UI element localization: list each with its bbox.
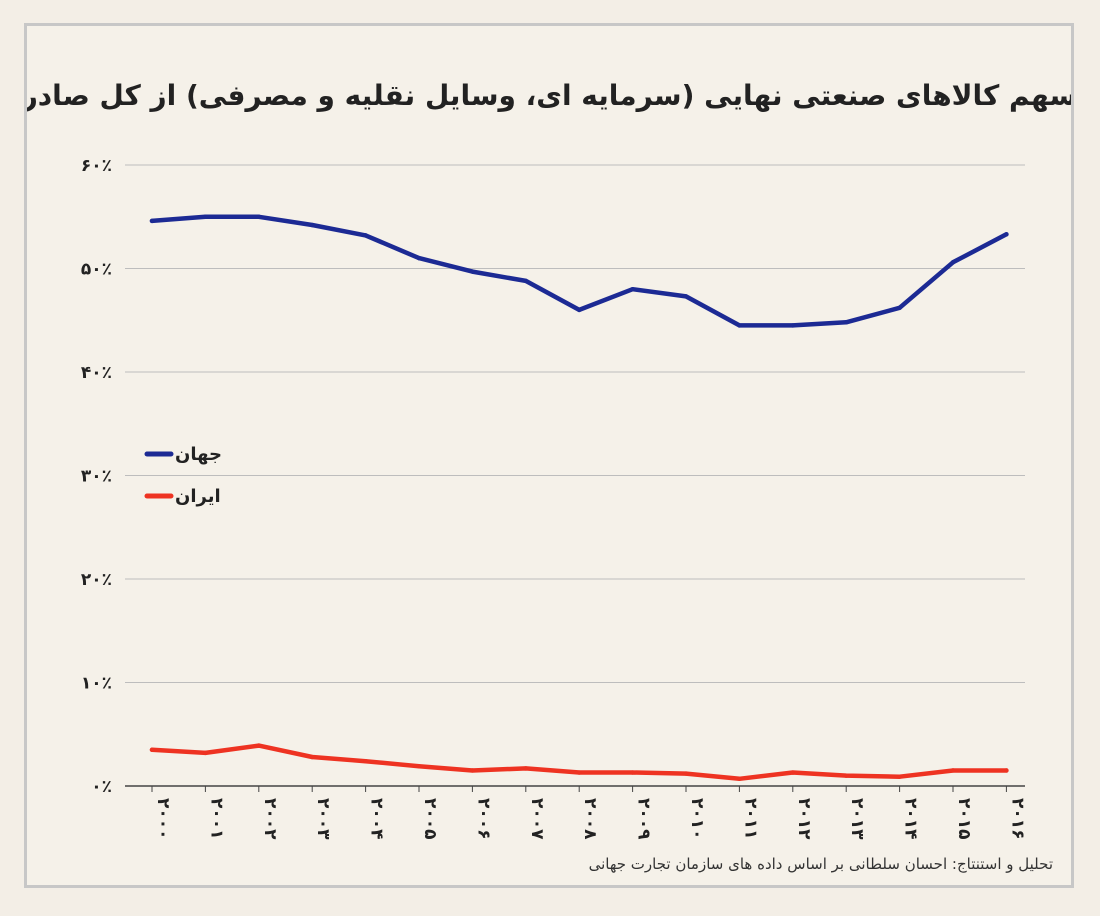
data-point	[149, 747, 155, 752]
x-tick-label: ۲۰۱۶	[1007, 798, 1027, 840]
data-point	[203, 750, 208, 756]
legend-label: ایران	[175, 486, 221, 507]
data-point	[630, 770, 635, 775]
data-point	[256, 214, 261, 219]
x-tick-label: ۲۰۱۴	[901, 798, 921, 840]
line-chart: ۰٪ ۱۰٪ ۲۰٪ ۳۰٪ ۴۰٪ ۵۰٪ ۶۰٪ ۲۰۰۰ ۲۰۰۱ ۲۰۰۲ ۲۰۰۳ ۲۰۰۴…	[81, 156, 1028, 840]
x-tick-label: ۲۰۰۰	[153, 798, 173, 840]
y-tick-label: ۵۰٪	[81, 260, 112, 280]
data-point	[149, 218, 155, 224]
data-point	[577, 770, 582, 775]
data-point	[950, 260, 956, 265]
data-point	[523, 278, 528, 284]
data-point	[1004, 768, 1009, 773]
y-tick-label: ۲۰٪	[81, 570, 112, 590]
x-tick-label: ۲۰۰۷	[527, 798, 547, 840]
x-tick-label: ۲۰۰۵	[420, 798, 440, 840]
data-point	[416, 255, 422, 261]
x-tick-label: ۲۰۰۶	[473, 798, 493, 840]
data-point	[310, 754, 315, 760]
x-tick-label: ۲۰۰۲	[260, 798, 280, 840]
data-point	[523, 766, 528, 771]
data-point	[950, 768, 956, 773]
data-point	[844, 773, 849, 778]
data-point	[256, 743, 261, 748]
data-point	[203, 214, 208, 219]
data-point	[416, 764, 422, 769]
chart-frame: سهم کالاهای صنعتی نهایی (سرمایه ای، وسای…	[24, 23, 1074, 888]
x-tick-label: ۲۰۱۲	[794, 798, 814, 840]
data-point	[897, 305, 902, 311]
y-tick-label: ۰٪	[91, 777, 112, 797]
legend-label: جهان	[175, 444, 222, 465]
y-tick-label: ۶۰٪	[81, 156, 112, 176]
data-point	[363, 233, 368, 238]
x-tick-label: ۲۰۱۱	[740, 798, 760, 840]
source-credit: تحلیل و استنتاج: احسان سلطانی بر اساس دا…	[588, 855, 1053, 873]
y-tick-label: ۱۰٪	[81, 674, 112, 694]
data-point	[737, 776, 742, 781]
data-point	[844, 320, 849, 325]
data-point	[470, 768, 475, 773]
data-point	[470, 269, 475, 274]
x-tick-label: ۲۰۰۱	[206, 798, 226, 840]
x-tick-label: ۲۰۱۵	[954, 798, 974, 840]
data-point	[683, 294, 689, 299]
x-tick-label: ۲۰۰۳	[313, 798, 333, 840]
data-point	[310, 222, 315, 228]
data-point	[577, 307, 582, 313]
x-tick-label: ۲۰۱۰	[687, 798, 707, 840]
y-tick-label: ۴۰٪	[81, 363, 112, 383]
data-point	[790, 323, 795, 328]
x-tick-label: ۲۰۰۸	[580, 798, 600, 840]
data-point	[1004, 232, 1009, 237]
data-point	[897, 774, 902, 779]
data-point	[790, 770, 795, 775]
data-point	[737, 323, 742, 328]
x-tick-label: ۲۰۱۳	[847, 798, 867, 840]
x-tick-label: ۲۰۰۴	[367, 798, 387, 840]
y-tick-label: ۳۰٪	[81, 467, 112, 487]
data-point	[363, 758, 368, 764]
chart-title: سهم کالاهای صنعتی نهایی (سرمایه ای، وسای…	[27, 79, 1074, 112]
data-point	[683, 771, 689, 776]
data-point	[630, 287, 635, 292]
x-tick-label: ۲۰۰۹	[634, 798, 654, 840]
